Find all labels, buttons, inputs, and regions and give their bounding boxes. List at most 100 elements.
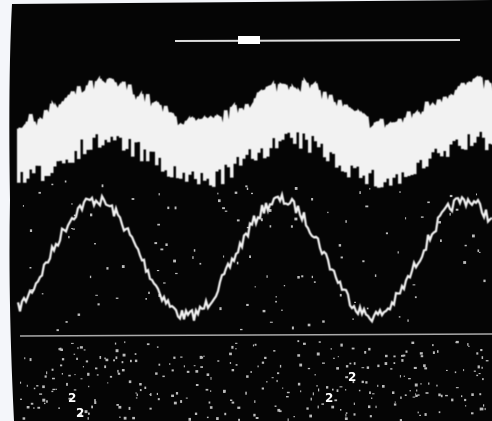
page: 2 2 2 2 (() => { const data = JSON.parse…	[0, 0, 492, 421]
speckle	[280, 365, 281, 368]
speckle	[416, 390, 417, 392]
speckle	[90, 214, 92, 217]
speckle	[309, 415, 312, 418]
speckle	[253, 414, 255, 417]
speckle	[345, 417, 348, 420]
speckle	[371, 398, 372, 399]
speckle	[395, 402, 396, 403]
speckle	[192, 256, 193, 259]
speckle	[77, 347, 78, 349]
speckle	[154, 242, 157, 244]
speckle	[150, 393, 151, 396]
speckle	[66, 321, 68, 323]
speckle	[440, 239, 442, 242]
speckle	[266, 381, 268, 382]
speckle	[262, 362, 264, 364]
speckle	[346, 412, 348, 414]
speckle	[486, 360, 489, 361]
speckle	[415, 296, 417, 298]
speckle	[261, 218, 263, 221]
speckle	[465, 245, 467, 247]
speckle	[44, 403, 45, 404]
speckle	[194, 365, 196, 366]
speckle	[281, 310, 283, 311]
speckle	[136, 392, 137, 393]
speckle	[139, 383, 142, 386]
speckle	[326, 386, 328, 389]
speckle	[272, 377, 274, 378]
speckle	[200, 263, 202, 265]
speckle	[275, 301, 277, 303]
speckle	[57, 329, 59, 331]
speckle	[46, 400, 48, 402]
speckle	[255, 286, 256, 287]
speckle	[180, 357, 182, 358]
speckle	[297, 354, 300, 357]
speckle	[456, 209, 459, 211]
speckle	[313, 392, 314, 395]
speckle	[474, 371, 476, 372]
speckle	[364, 351, 366, 354]
speckle	[421, 216, 424, 217]
speckle	[405, 394, 407, 396]
speckle	[471, 393, 474, 396]
speckle	[354, 403, 355, 405]
speckle	[42, 385, 45, 388]
speckle	[110, 376, 112, 378]
speckle	[480, 408, 481, 411]
speckle	[482, 378, 484, 380]
speckle	[258, 366, 259, 368]
speckle	[130, 360, 132, 362]
speckle	[245, 185, 247, 187]
speckle	[74, 374, 75, 375]
speckle	[45, 375, 47, 377]
speckle	[479, 393, 481, 395]
speckle	[315, 374, 316, 375]
speckle	[195, 413, 197, 415]
speckle	[209, 402, 211, 404]
speckle	[414, 367, 417, 369]
top-trace	[175, 40, 460, 41]
speckle	[340, 409, 341, 411]
speckle	[339, 244, 341, 247]
speckle	[175, 273, 178, 274]
speckle	[88, 386, 89, 387]
speckle	[171, 395, 174, 397]
speckle	[217, 360, 219, 361]
speckle	[287, 392, 290, 393]
speckle	[368, 405, 370, 408]
speckle	[66, 383, 68, 386]
speckle	[254, 400, 255, 403]
speckle	[176, 392, 178, 395]
speckle	[157, 270, 159, 271]
speckle	[451, 399, 453, 402]
speckle	[68, 375, 71, 377]
speckle	[311, 198, 313, 201]
speckle	[413, 397, 416, 398]
speckle	[78, 314, 81, 316]
speckle	[322, 320, 325, 322]
speckle	[37, 407, 40, 409]
speckle	[235, 348, 236, 349]
speckle	[436, 385, 437, 387]
speckle	[433, 351, 435, 354]
speckle	[377, 385, 378, 387]
speckle	[24, 357, 25, 359]
speckle	[240, 329, 243, 330]
speckle	[129, 407, 131, 410]
speckle	[123, 354, 126, 357]
speckle	[30, 267, 32, 269]
speckle	[404, 376, 405, 377]
speckle	[222, 207, 225, 209]
speckle	[104, 365, 106, 368]
speckle	[116, 356, 118, 359]
speckle	[267, 275, 268, 278]
speckle	[318, 406, 319, 409]
speckle	[218, 199, 221, 202]
speckle	[382, 385, 385, 388]
speckle	[392, 391, 394, 394]
speckle	[135, 353, 137, 355]
speckle	[116, 404, 119, 406]
speckle	[276, 296, 277, 297]
speckle	[385, 362, 388, 365]
